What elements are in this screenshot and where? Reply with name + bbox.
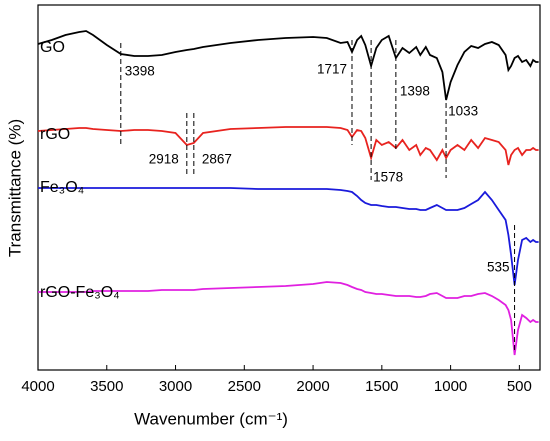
- series-label: Fe₃O₄: [40, 179, 84, 196]
- series-line: [38, 281, 539, 356]
- peak-label: 1717: [317, 62, 347, 77]
- series-line: [38, 187, 539, 286]
- peak-label: 1033: [448, 104, 478, 119]
- x-axis-label: Wavenumber (cm⁻¹): [134, 409, 288, 428]
- peak-label: 535: [487, 260, 510, 275]
- x-tick-label: 500: [507, 378, 532, 395]
- peak-label: 1398: [400, 84, 430, 99]
- x-tick-label: 3000: [159, 378, 192, 395]
- peak-label: 1578: [373, 170, 403, 185]
- series-label: rGO: [40, 126, 70, 143]
- series-line: [37, 30, 539, 101]
- x-tick-label: 3500: [90, 378, 123, 395]
- peak-label: 2867: [202, 152, 232, 167]
- peak-label: 3398: [125, 64, 155, 79]
- x-tick-label: 2000: [296, 378, 329, 395]
- x-tick-label: 1500: [365, 378, 398, 395]
- y-axis-label: Transmittance (%): [5, 119, 24, 257]
- peak-label: 2918: [149, 152, 179, 167]
- x-tick-label: 4000: [21, 378, 54, 395]
- series-label: GO: [40, 39, 65, 56]
- x-tick-label: 2500: [228, 378, 261, 395]
- x-tick-label: 1000: [434, 378, 467, 395]
- series-label: rGO-Fe₃O₄: [40, 284, 120, 301]
- series-line: [37, 126, 539, 166]
